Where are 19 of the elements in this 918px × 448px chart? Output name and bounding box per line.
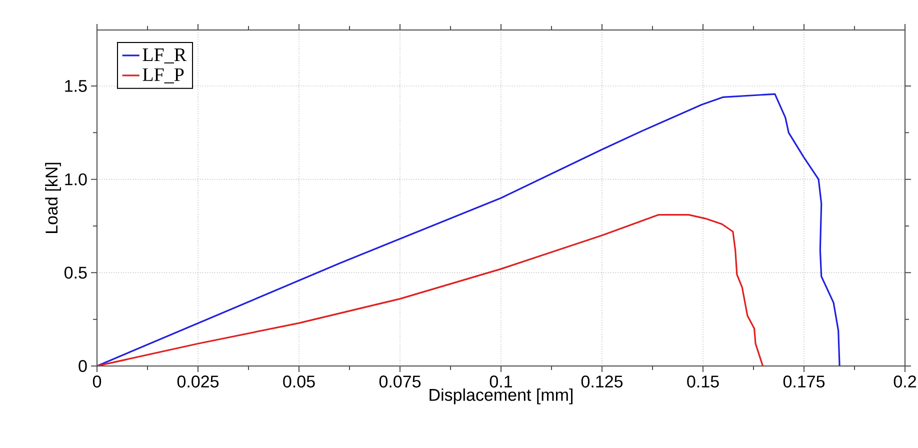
y-tick-label: 1.0: [65, 173, 87, 186]
x-tick-label: 0.125: [581, 376, 623, 388]
y-tick-label: 0.5: [64, 266, 87, 279]
x-tick-label: 0.025: [177, 376, 219, 388]
x-tick-label: 0.05: [283, 376, 315, 388]
x-tick-label: 0.2: [894, 376, 916, 388]
y-tick-label: 1.5: [65, 80, 87, 92]
line-series: [97, 214, 764, 366]
x-tick-label: 0: [92, 376, 102, 388]
legend-label: LF_P: [142, 68, 184, 84]
x-tick-label: 0.15: [687, 376, 719, 388]
y-tick-label: 0: [78, 360, 87, 372]
legend-label: LF_R: [142, 48, 186, 64]
x-axis-title: Displacement [mm]: [430, 388, 572, 404]
x-tick-label: 0.1: [490, 376, 512, 388]
y-axis-title: Load [kN]: [45, 162, 61, 233]
x-tick-label: 0.175: [783, 376, 825, 388]
x-tick-label: 0.075: [379, 376, 421, 388]
line-series: [97, 93, 840, 366]
